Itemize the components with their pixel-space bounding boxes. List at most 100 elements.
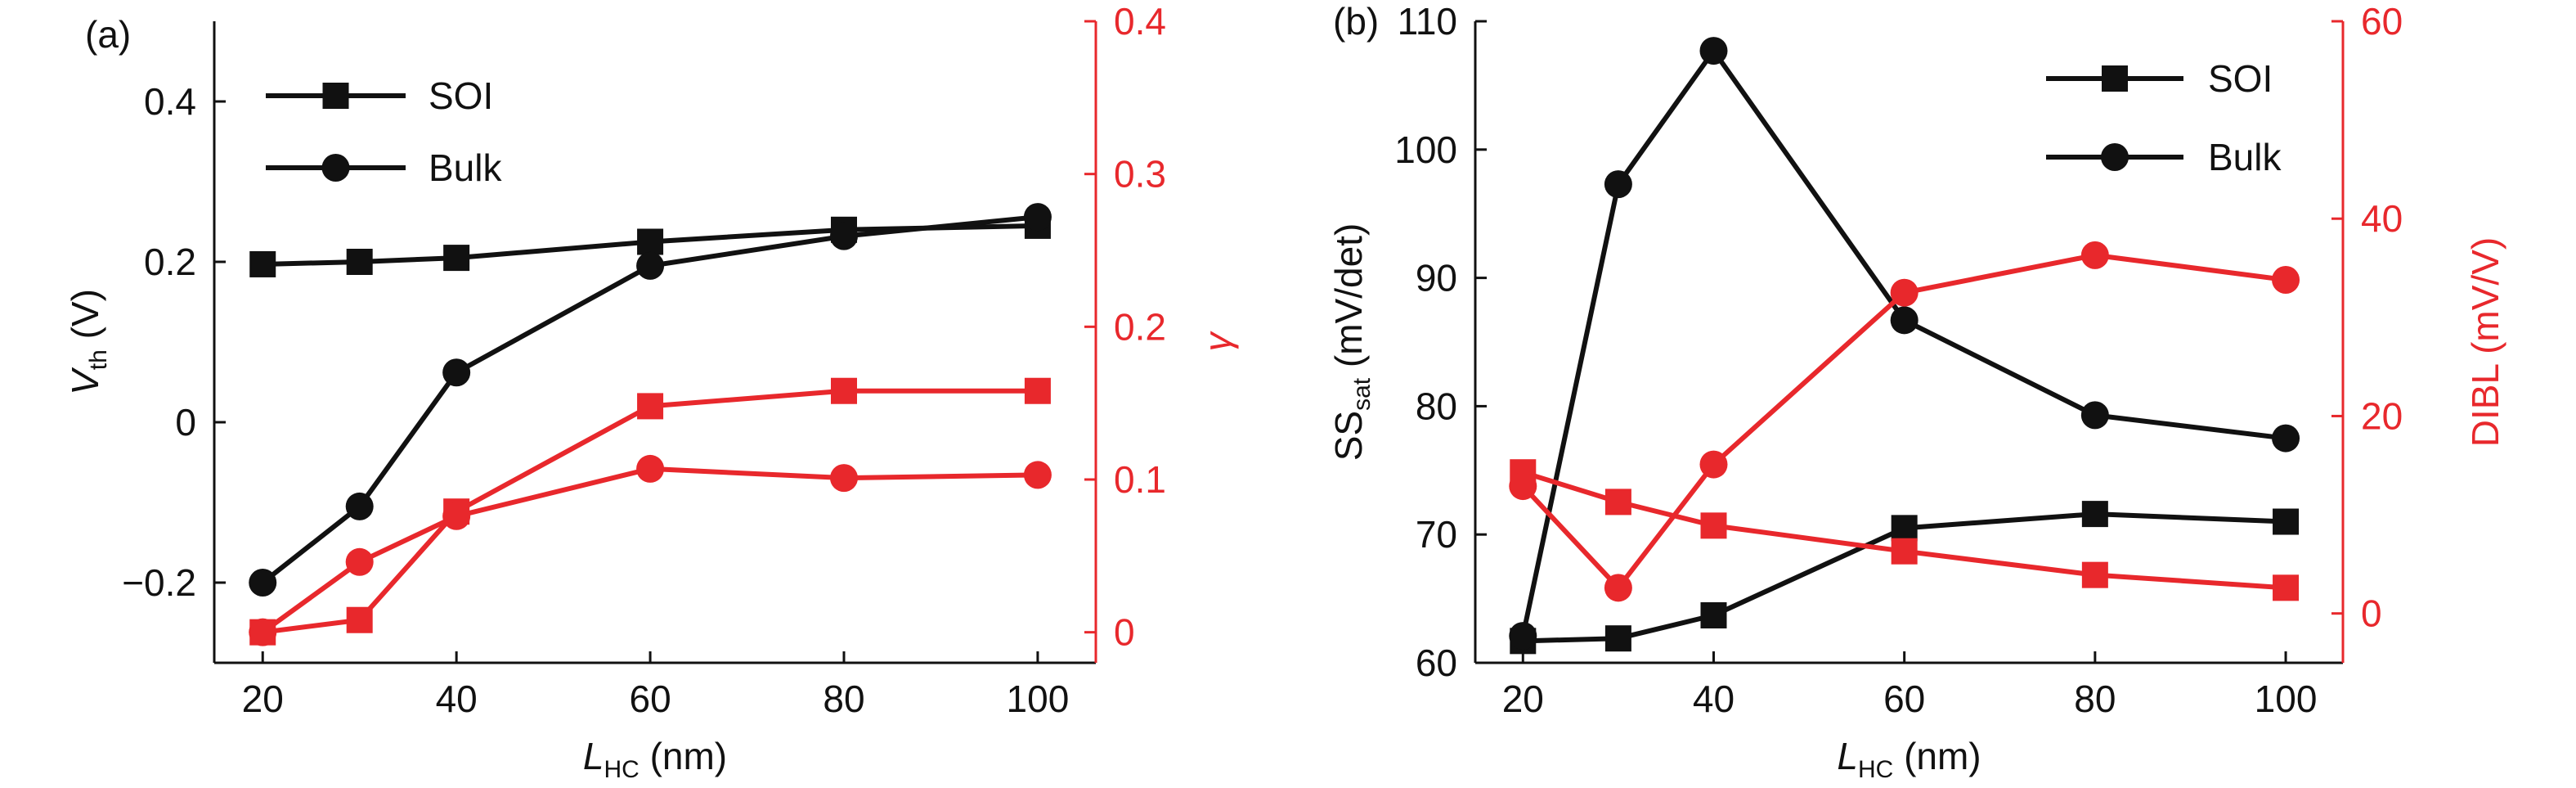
right-tick-label: 0.1 (1114, 458, 1166, 501)
chart-panel-b: 20 40 60 80 100 60 70 80 90 100 110 0 20 40 60 LHC (nm)… (1327, 0, 2506, 783)
legend-marker-square (322, 83, 349, 109)
data-point-square (2081, 501, 2108, 528)
x-tick-label: 100 (1007, 678, 1070, 720)
right-axis-title: DIBL (mV/V) (2464, 237, 2506, 447)
right-tick-label: 40 (2361, 197, 2403, 240)
data-point-square (1891, 515, 1918, 542)
data-point-square (346, 606, 373, 633)
series-line (261, 214, 1039, 585)
chart-panel-a: 20 40 60 80 100 −0.2 0 0.2 0.4 0 0.1 0.2 0.3 0.4 LHC (… (64, 0, 1239, 783)
data-point-circle (830, 222, 858, 250)
data-point-circle (1699, 37, 1728, 65)
data-point-circle (636, 251, 665, 280)
left-axis-title: Vth (V) (64, 289, 112, 395)
x-tick-label: 100 (2255, 678, 2318, 720)
x-axis-title-main: L (583, 735, 604, 777)
panel-label: (b) (1333, 0, 1379, 43)
x-axis-title-unit: (nm) (1893, 735, 1981, 777)
series-soi-vth (249, 212, 1051, 277)
x-axis-title-sub: HC (1858, 756, 1893, 783)
data-point-circle (1604, 574, 1632, 602)
left-axis-title-main: SS (1327, 411, 1370, 461)
series-soi- (249, 377, 1051, 646)
legend-label: SOI (429, 74, 493, 117)
x-axis-title-sub: HC (604, 756, 639, 783)
right-tick-label: 20 (2361, 394, 2403, 437)
data-point-circle (249, 618, 277, 646)
left-tick-label: 0 (175, 401, 196, 444)
data-point-square (346, 249, 373, 275)
x-tick-label: 80 (2074, 678, 2116, 720)
data-point-square (1700, 601, 1727, 628)
x-axis-title: LHC (nm) (583, 735, 727, 783)
data-point-square (637, 393, 664, 420)
data-point-square (1024, 377, 1051, 404)
right-axis-title: γ (1196, 331, 1239, 352)
data-point-circle (1509, 622, 1537, 651)
left-axis-title: SSsat (mV/det) (1327, 223, 1376, 462)
left-tick-label: 60 (1416, 642, 1457, 684)
data-point-circle (345, 547, 374, 576)
data-point-circle (345, 492, 374, 520)
series-line (1522, 470, 2287, 591)
data-point-circle (2080, 401, 2109, 430)
left-axis-title-unit: (V) (64, 289, 106, 349)
legend-label: Bulk (429, 146, 502, 189)
left-axis-title-sub: sat (1349, 377, 1376, 411)
x-tick-label: 40 (1693, 678, 1735, 720)
legend-marker-circle (2101, 143, 2129, 171)
x-tick-label: 60 (1883, 678, 1925, 720)
series-line (263, 223, 1038, 267)
series-line (1520, 48, 2287, 637)
left-tick-label: 0.4 (144, 80, 196, 123)
data-point-circle (2080, 241, 2109, 269)
data-point-square (831, 377, 857, 404)
data-point-circle (1604, 170, 1632, 199)
left-tick-label: 0.2 (144, 241, 196, 283)
data-point-square (443, 245, 470, 272)
right-tick-label: 0 (2361, 592, 2382, 635)
left-axis-title-unit: (mV/det) (1327, 223, 1370, 378)
left-tick-label: −0.2 (122, 561, 196, 604)
data-point-circle (1699, 450, 1728, 479)
panel-label: (a) (85, 13, 131, 56)
x-tick-label: 40 (436, 678, 478, 720)
left-tick-label: 110 (1398, 0, 1457, 43)
left-axis-title-main: V (64, 367, 106, 395)
data-point-circle (1023, 203, 1052, 232)
right-tick-label: 0.3 (1114, 153, 1166, 196)
data-point-circle (442, 358, 471, 387)
series-line (261, 466, 1038, 635)
data-point-circle (636, 454, 665, 483)
left-tick-label: 100 (1394, 128, 1457, 171)
left-tick-label: 80 (1416, 385, 1457, 427)
data-point-square (2273, 574, 2300, 601)
legend-label: Bulk (2208, 136, 2282, 178)
left-axis-title-sub: th (85, 349, 112, 370)
right-tick-label: 0.4 (1114, 0, 1166, 43)
legend-marker-circle (321, 154, 350, 182)
series-bulk- (249, 454, 1052, 646)
series-line (1523, 511, 2287, 644)
legend-marker-square (2102, 65, 2128, 92)
data-point-circle (249, 569, 277, 597)
x-tick-label: 20 (242, 678, 284, 720)
legend-label: SOI (2208, 57, 2273, 100)
data-point-circle (1890, 278, 1919, 307)
data-point-square (1700, 512, 1727, 539)
right-tick-label: 0.2 (1114, 305, 1166, 348)
series-line (262, 388, 1038, 635)
x-axis-title-main: L (1837, 735, 1858, 777)
data-point-circle (2272, 424, 2300, 453)
x-axis-title: LHC (nm) (1837, 735, 1981, 783)
data-point-square (1604, 489, 1631, 516)
series-bulk-vth (249, 203, 1052, 597)
data-point-circle (2272, 266, 2300, 295)
series-line (1521, 252, 2287, 591)
data-point-square (1891, 538, 1918, 565)
data-point-circle (830, 464, 858, 493)
x-tick-label: 20 (1502, 678, 1544, 720)
data-point-circle (1509, 472, 1537, 501)
data-point-circle (1023, 461, 1052, 489)
